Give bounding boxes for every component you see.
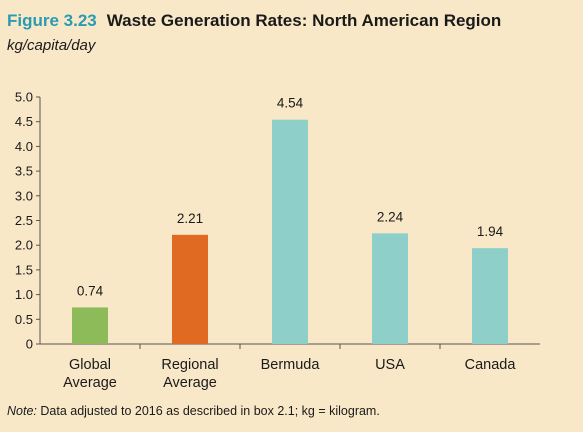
x-category-label: Canada <box>465 357 517 373</box>
bar <box>172 234 208 344</box>
y-tick-label: 0 <box>26 337 33 352</box>
bar-value-label: 4.54 <box>277 96 304 111</box>
chart-note: Note: Data adjusted to 2016 as described… <box>7 404 380 418</box>
y-tick-label: 0.5 <box>15 312 33 327</box>
y-tick-label: 5.0 <box>15 90 33 105</box>
figure-title: Waste Generation Rates: North American R… <box>106 11 502 30</box>
y-tick-label: 1.0 <box>15 287 33 302</box>
y-tick-label: 4.5 <box>15 114 33 129</box>
chart-subtitle: kg/capita/day <box>7 37 96 54</box>
note-label: Note: <box>7 404 37 418</box>
bar-value-label: 2.24 <box>377 209 404 224</box>
bar-value-label: 2.21 <box>177 211 203 226</box>
bar-value-label: 1.94 <box>477 224 504 239</box>
x-category-label: USA <box>375 357 405 373</box>
y-tick-label: 2.0 <box>15 238 33 253</box>
figure-number: Figure 3.23 <box>7 11 97 30</box>
bar <box>272 119 308 344</box>
x-category-label: Regional <box>161 357 218 373</box>
x-category-label: Bermuda <box>261 357 321 373</box>
bar-chart: 0 0.5 1.0 1.5 2.0 2.5 3.0 3.5 4.0 4.5 5.0 0.74 Globa… <box>15 90 540 391</box>
y-tick-label: 3.5 <box>15 164 33 179</box>
y-tick-label: 1.5 <box>15 262 33 277</box>
x-category-label: Average <box>63 375 117 391</box>
x-category-label: Global <box>69 357 111 373</box>
note-text: Data adjusted to 2016 as described in bo… <box>40 404 380 418</box>
y-tick-label: 3.0 <box>15 188 33 203</box>
bar <box>372 233 408 344</box>
figure-title-row: Figure 3.23 Waste Generation Rates: North… <box>7 11 501 31</box>
bar <box>472 248 508 344</box>
bar <box>72 307 108 344</box>
bar-value-label: 0.74 <box>77 283 104 298</box>
x-category-label: Average <box>163 375 217 391</box>
y-tick-label: 2.5 <box>15 213 33 228</box>
y-tick-label: 4.0 <box>15 139 33 154</box>
